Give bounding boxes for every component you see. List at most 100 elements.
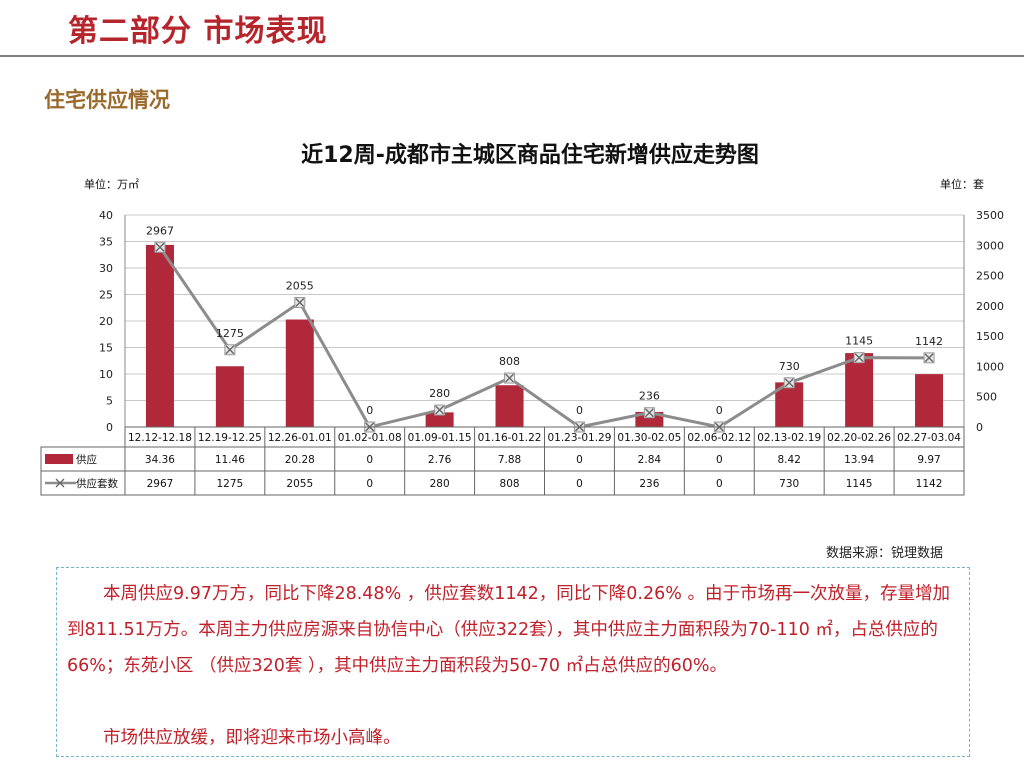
table-cell-supply: 34.36 (145, 454, 175, 466)
y-left-tick-label: 35 (99, 236, 113, 249)
x-tick-label: 02.27-03.04 (897, 432, 961, 444)
commentary-paragraph-2: 市场供应放缓，即将迎来市场小高峰。 (67, 720, 961, 756)
commentary-box: 本周供应9.97万方，同比下降28.48% ，供应套数1142，同比下降0.26… (56, 567, 970, 757)
table-cell-units: 236 (639, 478, 659, 490)
y-left-tick-label: 30 (99, 262, 113, 275)
line-data-label: 730 (779, 360, 800, 373)
line-data-label: 280 (429, 387, 450, 400)
table-cell-units: 280 (430, 478, 450, 490)
line-data-label: 0 (716, 404, 723, 417)
bar (915, 374, 944, 427)
table-cell-units: 1275 (217, 478, 244, 490)
commentary-text-1: 本周供应9.97万方，同比下降28.48% ，供应套数1142，同比下降0.26… (67, 584, 950, 676)
line-marker-cross (924, 353, 934, 363)
table-cell-units: 2967 (147, 478, 174, 490)
y-left-tick-label: 10 (99, 368, 113, 381)
legend-key-supply (45, 454, 73, 464)
y-right-tick-label: 1000 (976, 360, 1004, 373)
commentary-paragraph-1: 本周供应9.97万方，同比下降28.48% ，供应套数1142，同比下降0.26… (67, 576, 961, 684)
y-right-tick-label: 2500 (976, 270, 1004, 283)
y-left-tick-label: 25 (99, 289, 113, 302)
bar (495, 385, 524, 427)
table-cell-units: 1142 (916, 478, 943, 490)
line-data-label: 808 (499, 355, 520, 368)
table-cell-supply: 0 (716, 454, 723, 466)
table-cell-units: 808 (500, 478, 520, 490)
line-marker-cross (155, 242, 165, 252)
line-data-label: 0 (366, 404, 373, 417)
table-cell-units: 1145 (846, 478, 873, 490)
y-left-tick-label: 40 (99, 209, 113, 222)
line-marker-cross (854, 353, 864, 363)
table-cell-units: 2055 (286, 478, 313, 490)
y-right-tick-label: 2000 (976, 300, 1004, 313)
title-divider (0, 55, 1024, 57)
bar (635, 411, 664, 427)
table-cell-units: 0 (576, 478, 583, 490)
x-tick-label: 01.16-01.22 (478, 432, 542, 444)
section-title: 住宅供应情况 (44, 88, 170, 112)
y-left-tick-label: 0 (106, 421, 113, 434)
right-axis-unit: 单位：套 (940, 178, 984, 191)
data-source: 数据来源：锐理数据 (826, 546, 944, 561)
x-tick-label: 02.06-02.12 (687, 432, 751, 444)
line-marker-cross (644, 408, 654, 418)
line-series (158, 246, 930, 429)
table-cell-units: 730 (779, 478, 799, 490)
page-title: 第二部分 市场表现 (68, 14, 328, 49)
x-tick-label: 02.20-02.26 (827, 432, 891, 444)
table-cell-supply: 2.84 (638, 454, 662, 466)
x-tick-label: 02.13-02.19 (757, 432, 821, 444)
bar (285, 319, 314, 427)
y-right-tick-label: 0 (976, 421, 983, 434)
line-data-label: 1142 (915, 335, 943, 348)
table-cell-supply: 20.28 (285, 454, 315, 466)
legend-label-supply: 供应 (76, 453, 97, 466)
line-data-label: 1145 (845, 335, 873, 348)
table-cell-supply: 0 (576, 454, 583, 466)
line-marker-cross (435, 405, 445, 415)
x-tick-label: 01.30-02.05 (617, 432, 681, 444)
line-data-label: 2967 (146, 224, 174, 237)
table-cell-supply: 0 (366, 454, 373, 466)
bar (845, 353, 874, 427)
x-tick-label: 01.23-01.29 (547, 432, 611, 444)
left-axis-unit: 单位：万㎡ (84, 178, 139, 191)
line-data-label: 0 (576, 404, 583, 417)
y-left-tick-label: 20 (99, 315, 113, 328)
line-marker-cross (295, 298, 305, 308)
table-cell-units: 0 (716, 478, 723, 490)
table-cell-units: 0 (366, 478, 373, 490)
line-data-label: 1275 (216, 327, 244, 340)
table-cell-supply: 2.76 (428, 454, 452, 466)
y-left-tick-label: 5 (106, 395, 113, 408)
bar (425, 412, 454, 427)
line-marker-cross (505, 373, 515, 383)
table-cell-supply: 7.88 (498, 454, 521, 466)
legend-label-units: 供应套数 (76, 477, 118, 490)
table-cell-supply: 13.94 (844, 454, 874, 466)
commentary-text-2: 市场供应放缓，即将迎来市场小高峰。 (103, 728, 401, 748)
table-cell-supply: 11.46 (215, 454, 245, 466)
table-cell-supply: 9.97 (917, 454, 940, 466)
chart-title: 近12周-成都市主城区商品住宅新增供应走势图 (301, 143, 759, 168)
y-left-tick-label: 15 (99, 342, 113, 355)
line-data-label: 236 (639, 390, 660, 403)
y-right-tick-label: 3000 (976, 239, 1004, 252)
x-tick-label: 12.19-12.25 (198, 432, 262, 444)
bar (145, 244, 174, 427)
x-tick-label: 12.12-12.18 (128, 432, 192, 444)
bar (215, 366, 244, 427)
x-tick-label: 01.09-01.15 (408, 432, 472, 444)
y-right-tick-label: 500 (976, 391, 997, 404)
legend-key-units-marker (55, 478, 65, 488)
y-right-tick-label: 3500 (976, 209, 1004, 222)
x-tick-label: 01.02-01.08 (338, 432, 402, 444)
line-data-label: 2055 (286, 280, 314, 293)
table-cell-supply: 8.42 (778, 454, 801, 466)
line-marker-cross (225, 345, 235, 355)
x-tick-label: 12.26-01.01 (268, 432, 332, 444)
line-marker-cross (784, 378, 794, 388)
y-right-tick-label: 1500 (976, 330, 1004, 343)
